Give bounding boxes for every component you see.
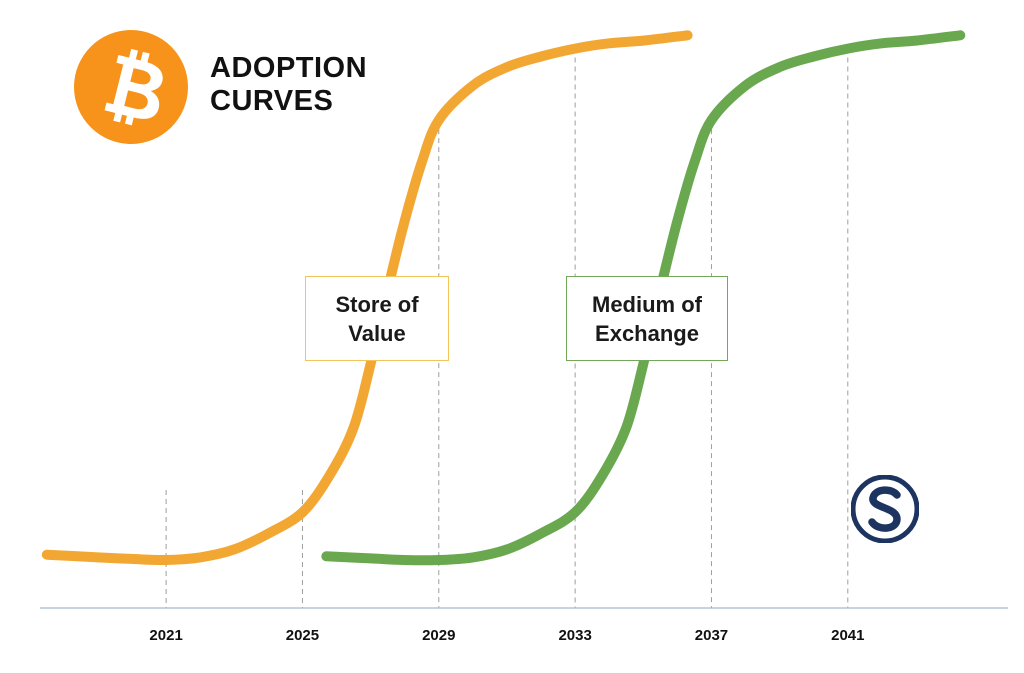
x-tick-label-2037: 2037: [695, 627, 728, 644]
page-title: ADOPTION CURVES: [210, 52, 367, 118]
store-of-value-line-2: Value: [348, 320, 406, 346]
x-tick-label-2033: 2033: [558, 627, 591, 644]
store-of-value-label: Store of Value: [305, 276, 449, 361]
medium-of-exchange-line-2: Exchange: [595, 320, 699, 346]
x-tick-label-2041: 2041: [831, 627, 864, 644]
x-tick-labels: 2021 2025 2029 2033 2037 2041: [149, 627, 864, 644]
store-of-value-line-1: Store of: [335, 291, 419, 317]
bitcoin-symbol: [104, 48, 163, 126]
medium-of-exchange-label: Medium of Exchange: [566, 276, 728, 361]
title-line-2: CURVES: [210, 85, 334, 117]
bitcoin-icon: [74, 30, 188, 144]
s-monogram-icon: [851, 475, 919, 543]
gridlines: [165, 48, 849, 608]
title-line-1: ADOPTION: [210, 52, 368, 84]
x-tick-label-2025: 2025: [286, 627, 319, 644]
x-tick-label-2021: 2021: [149, 627, 182, 644]
x-tick-label-2029: 2029: [422, 627, 455, 644]
medium-of-exchange-line-1: Medium of: [592, 291, 702, 317]
